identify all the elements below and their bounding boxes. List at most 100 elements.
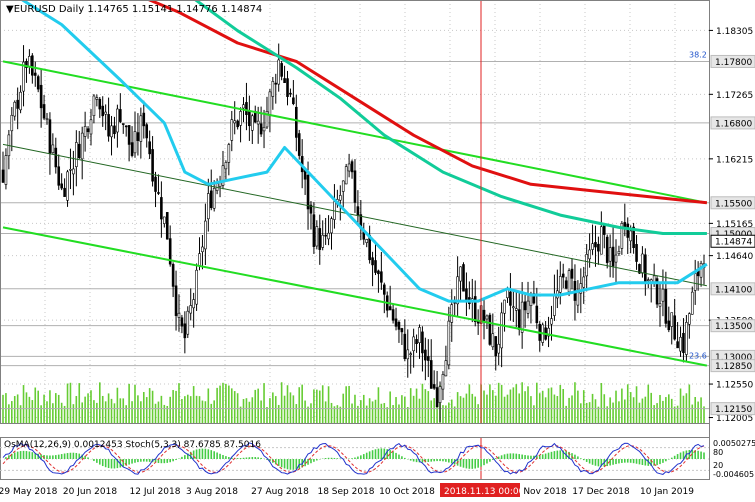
volume-bar — [383, 403, 385, 424]
osma-bar — [700, 452, 702, 459]
candle-body — [292, 98, 294, 104]
candle-body — [67, 172, 69, 201]
volume-bar — [645, 397, 647, 424]
volume-bar — [161, 396, 163, 424]
osma-bar — [378, 449, 380, 459]
volume-bar — [483, 391, 485, 424]
candle-body — [401, 328, 403, 331]
price-tick-label: 1.16215 — [716, 155, 753, 165]
candle-body — [586, 254, 588, 276]
candle-body — [597, 244, 599, 251]
osma-bar — [363, 454, 365, 459]
osma-bar — [193, 450, 195, 459]
volume-bar — [304, 401, 306, 424]
osma-bar — [161, 459, 163, 463]
oscillator-scale-label: 0.0050275 — [713, 439, 755, 448]
candle-body — [465, 289, 467, 301]
osma-bar — [26, 451, 28, 459]
volume-bar — [298, 387, 300, 424]
candle-body — [178, 313, 180, 317]
candle-body — [28, 56, 30, 66]
volume-bar — [448, 403, 450, 424]
volume-bar — [477, 404, 479, 424]
candle-body — [627, 224, 629, 237]
volume-bar — [504, 397, 506, 424]
volume-bar — [521, 382, 523, 424]
osma-bar — [439, 459, 441, 461]
volume-bar — [152, 391, 154, 424]
osma-bar — [210, 450, 212, 459]
volume-bar — [73, 404, 75, 424]
candle-body — [175, 286, 177, 316]
osma-bar — [111, 459, 113, 468]
time-tick-label: 10 Jan 2019 — [640, 487, 694, 497]
candle-body — [160, 197, 162, 219]
price-tick-label: 1.12005 — [716, 414, 753, 424]
fib-label: 38.2 — [689, 50, 707, 59]
level-label: 1.17800 — [715, 58, 752, 68]
volume-bar — [260, 400, 262, 424]
candle-body — [357, 207, 359, 215]
volume-bar — [105, 401, 107, 424]
osma-bar — [639, 459, 641, 464]
volume-bar — [551, 387, 553, 424]
oscillator-header: OsMA(12,26,9) 0.0012453 Stoch(5,3,3) 87.… — [4, 440, 261, 450]
candle-body — [295, 107, 297, 137]
osma-bar — [46, 455, 48, 459]
candle-body — [404, 334, 406, 359]
osma-bar — [55, 455, 57, 459]
osma-bar — [87, 457, 89, 459]
chart-header: ▼EURUSD Daily 1.14765 1.15141 1.14776 1.… — [6, 4, 262, 15]
candle-body — [93, 96, 95, 116]
candle-body — [5, 156, 7, 185]
osma-bar — [140, 459, 142, 462]
osma-bar — [257, 457, 259, 459]
volume-bar — [630, 392, 632, 424]
volume-bar — [542, 391, 544, 424]
volume-bar — [225, 384, 227, 424]
candle-body — [119, 109, 121, 121]
volume-bar — [70, 383, 72, 424]
volume-bar — [252, 397, 254, 424]
level-label: 1.12850 — [715, 362, 752, 372]
volume-bar — [93, 400, 95, 424]
osma-bar — [668, 459, 670, 460]
candle-body — [328, 233, 330, 239]
volume-bar — [84, 397, 86, 424]
volume-bar — [386, 407, 388, 424]
osma-bar — [360, 455, 362, 459]
candle-body — [116, 109, 118, 132]
volume-bar — [348, 386, 350, 424]
candle-body — [43, 104, 45, 118]
candle-body — [298, 134, 300, 156]
volume-bar — [460, 396, 462, 424]
osma-bar — [17, 452, 19, 459]
candle-body — [565, 281, 567, 288]
osma-bar — [131, 459, 133, 464]
osma-bar — [354, 458, 356, 459]
candle-body — [187, 311, 189, 334]
volume-bar — [691, 405, 693, 424]
volume-bar — [78, 383, 80, 424]
volume-bar — [96, 403, 98, 424]
volume-bar — [102, 396, 104, 424]
candle-body — [278, 60, 280, 84]
candle-body — [125, 126, 127, 127]
volume-bar — [296, 404, 298, 424]
candle-body — [75, 142, 77, 166]
volume-bar — [683, 396, 685, 424]
symbol-label: EURUSD — [14, 4, 56, 15]
candle-body — [331, 219, 333, 233]
candle-body — [492, 334, 494, 347]
candle-body — [389, 307, 391, 310]
volume-bar — [275, 396, 277, 424]
candle-body — [146, 125, 148, 138]
osma-bar — [548, 453, 550, 459]
volume-bar — [427, 391, 429, 424]
candle-body — [231, 120, 233, 141]
level-label: 1.13500 — [715, 322, 752, 332]
candle-body — [398, 322, 400, 329]
candle-body — [486, 316, 488, 319]
